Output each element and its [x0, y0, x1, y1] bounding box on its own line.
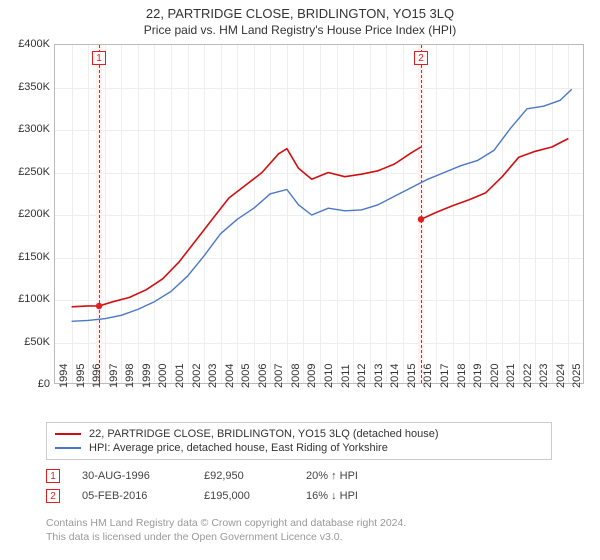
chart: 12 £0£50K£100K£150K£200K£250K£300K£350K£… — [8, 44, 592, 414]
legend: 22, PARTRIDGE CLOSE, BRIDLINGTON, YO15 3… — [46, 422, 552, 460]
chart-title: 22, PARTRIDGE CLOSE, BRIDLINGTON, YO15 3… — [0, 0, 600, 21]
y-tick-label: £0 — [8, 378, 50, 390]
y-tick-label: £150K — [8, 251, 50, 263]
y-tick-label: £100K — [8, 293, 50, 305]
sale-delta: 20% ↑ HPI — [306, 470, 406, 482]
y-tick-label: £350K — [8, 81, 50, 93]
plot-area: 12 — [54, 44, 584, 384]
y-tick-label: £200K — [8, 208, 50, 220]
license-text: Contains HM Land Registry data © Crown c… — [46, 516, 406, 544]
sale-date: 05-FEB-2016 — [82, 490, 182, 502]
y-tick-label: £50K — [8, 336, 50, 348]
sale-delta: 16% ↓ HPI — [306, 490, 406, 502]
sale-row: 2 05-FEB-2016 £195,000 16% ↓ HPI — [46, 486, 406, 506]
sale-point-marker — [418, 216, 424, 222]
sale-badge: 2 — [46, 489, 60, 503]
legend-item-hpi: HPI: Average price, detached house, East… — [55, 441, 543, 455]
sale-point-marker — [96, 303, 102, 309]
sale-price: £92,950 — [204, 470, 284, 482]
legend-swatch-hpi — [55, 447, 81, 449]
legend-label-property: 22, PARTRIDGE CLOSE, BRIDLINGTON, YO15 3… — [89, 428, 439, 440]
sales-table: 1 30-AUG-1996 £92,950 20% ↑ HPI 2 05-FEB… — [46, 466, 406, 506]
sale-badge: 1 — [46, 469, 60, 483]
series-line-property — [72, 139, 569, 307]
y-tick-label: £400K — [8, 38, 50, 50]
legend-item-property: 22, PARTRIDGE CLOSE, BRIDLINGTON, YO15 3… — [55, 427, 543, 441]
license-line: Contains HM Land Registry data © Crown c… — [46, 516, 406, 530]
legend-label-hpi: HPI: Average price, detached house, East… — [89, 442, 388, 454]
y-tick-label: £300K — [8, 123, 50, 135]
series-line-hpi — [72, 89, 572, 321]
sale-date: 30-AUG-1996 — [82, 470, 182, 482]
license-line: This data is licensed under the Open Gov… — [46, 530, 406, 544]
sale-row: 1 30-AUG-1996 £92,950 20% ↑ HPI — [46, 466, 406, 486]
x-tick-label: 2025 — [571, 364, 600, 388]
y-tick-label: £250K — [8, 166, 50, 178]
chart-subtitle: Price paid vs. HM Land Registry's House … — [0, 21, 600, 41]
sale-price: £195,000 — [204, 490, 284, 502]
legend-swatch-property — [55, 433, 81, 435]
chart-svg — [55, 45, 585, 385]
figure: 22, PARTRIDGE CLOSE, BRIDLINGTON, YO15 3… — [0, 0, 600, 560]
